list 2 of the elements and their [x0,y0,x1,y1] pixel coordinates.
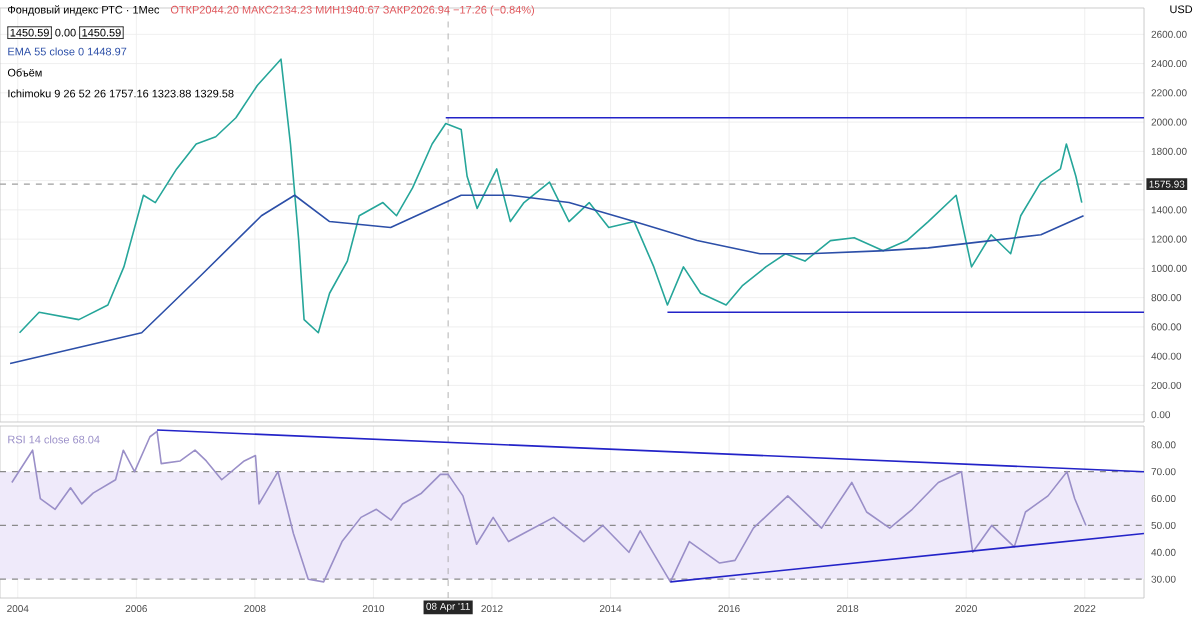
line-series [9,194,1085,365]
line-series [11,430,1087,583]
